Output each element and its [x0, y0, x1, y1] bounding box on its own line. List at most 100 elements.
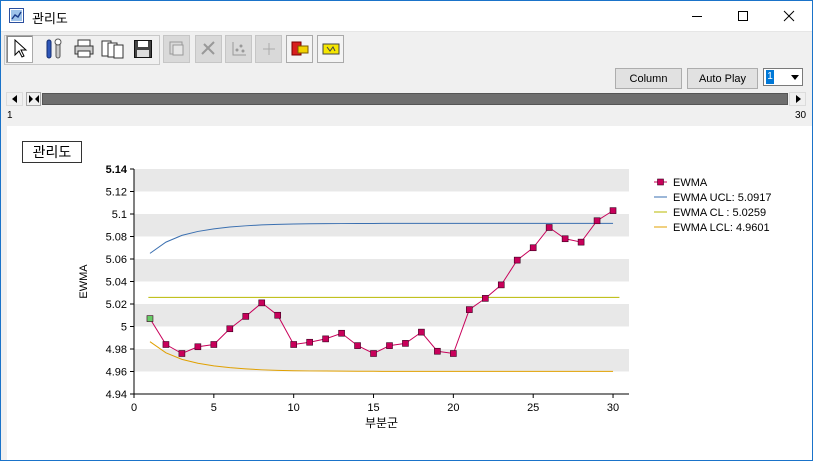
scatter-button[interactable]	[225, 35, 252, 63]
data-point	[561, 235, 569, 243]
data-point	[354, 342, 361, 349]
maximize-button[interactable]	[720, 1, 766, 31]
chevron-down-icon	[791, 75, 799, 80]
tools-icon	[46, 38, 61, 59]
y-tick-label: 4.96	[106, 367, 127, 379]
pointer-tool-button[interactable]	[6, 35, 33, 63]
settings-button[interactable]	[41, 35, 68, 63]
grid-band	[134, 304, 629, 327]
maximize-icon	[738, 11, 748, 21]
crosshair-button[interactable]	[255, 35, 282, 63]
y-tick-label: 5.14	[106, 164, 128, 176]
subgroup-scrollbar[interactable]	[6, 92, 807, 107]
combo-value: 1	[766, 70, 774, 84]
chart-title: 관리도	[22, 141, 82, 163]
y-tick-label: 4.98	[106, 344, 127, 356]
chart-options-button[interactable]	[163, 35, 190, 63]
control-chart: 4.94 4.96 4.98 5 5.02 5.04 5.06 5.08 5.1 5.12 5.14…	[78, 164, 771, 430]
data-point	[210, 341, 218, 348]
data-point	[338, 329, 345, 337]
data-point	[434, 347, 441, 355]
legend-label: EWMA UCL: 5.0917	[673, 192, 771, 204]
thumb-grip-icon	[28, 95, 39, 103]
scroll-thumb[interactable]	[26, 92, 41, 106]
y-tick-label: 5.12	[106, 187, 127, 199]
x-tick-label: 30	[607, 402, 619, 414]
close-button[interactable]	[766, 1, 812, 31]
series-line-3	[149, 341, 614, 372]
data-point	[322, 335, 329, 343]
data-point	[194, 343, 202, 351]
window-title: 관리도	[32, 12, 68, 27]
data-point	[466, 306, 473, 313]
column-button[interactable]: Column	[615, 68, 682, 89]
data-point	[513, 256, 521, 264]
data-point	[162, 341, 170, 348]
x-tick-label: 10	[288, 402, 300, 414]
x-tick-label: 15	[367, 402, 379, 414]
y-axis-label: EWMA	[78, 264, 90, 299]
grid-band	[134, 169, 629, 192]
data-point	[290, 341, 297, 348]
y-tick-label: 5.1	[112, 209, 127, 221]
x-tick-label: 20	[447, 402, 459, 414]
cursor-arrow-icon	[14, 39, 27, 58]
print-button[interactable]	[70, 35, 97, 63]
minimize-button[interactable]	[674, 1, 720, 31]
y-tick-label: 5.06	[106, 254, 127, 266]
y-tick-label: 5.08	[106, 232, 127, 244]
range-max-label: 30	[795, 110, 807, 121]
yellow-tag-icon	[322, 43, 339, 55]
data-point	[402, 340, 409, 347]
scroll-left-button[interactable]	[6, 92, 23, 106]
data-point	[370, 350, 377, 357]
subgroup-combo[interactable]: 1	[763, 68, 803, 86]
grid-band	[134, 259, 629, 282]
copy-icon	[101, 40, 123, 59]
printer-icon	[74, 39, 93, 58]
data-point	[450, 350, 457, 357]
data-point	[258, 299, 266, 307]
toolbar	[1, 32, 812, 68]
cut-button[interactable]	[195, 35, 222, 63]
data-point	[545, 224, 553, 231]
save-button[interactable]	[129, 35, 156, 63]
grid-band	[134, 214, 629, 237]
data-point	[178, 350, 186, 357]
chart-options-icon	[169, 41, 183, 56]
x-axis-label: 부분군	[365, 416, 398, 430]
yellow-marker-button[interactable]	[317, 35, 344, 63]
data-point	[418, 328, 425, 336]
grid-band	[134, 349, 629, 372]
chart-panel: 4.94 4.96 4.98 5 5.02 5.04 5.06 5.08 5.1 5.12 5.14…	[7, 126, 812, 460]
red-marker-button[interactable]	[286, 35, 313, 63]
red-tag-icon	[291, 41, 308, 56]
minimize-icon	[692, 16, 702, 17]
title-bar[interactable]: 관리도	[1, 1, 812, 32]
data-point	[386, 342, 393, 349]
auto-play-button[interactable]: Auto Play	[687, 68, 758, 89]
data-point	[146, 315, 154, 322]
arrow-left-icon	[11, 95, 17, 103]
x-tick-label: 0	[131, 402, 137, 414]
y-tick-label: 5.02	[106, 299, 127, 311]
data-point	[497, 281, 505, 289]
scatter-icon	[232, 42, 246, 56]
y-tick-label: 5	[121, 322, 127, 334]
y-tick-label: 5.04	[106, 277, 127, 289]
arrow-right-icon	[795, 95, 801, 103]
data-point	[481, 295, 489, 302]
crosshair-icon	[262, 43, 275, 55]
scroll-track[interactable]	[42, 93, 788, 105]
data-point	[242, 313, 250, 320]
x-tick-label: 5	[211, 402, 217, 414]
data-point	[226, 325, 234, 333]
scissors-icon	[200, 41, 215, 55]
data-point	[577, 238, 585, 246]
scroll-right-button[interactable]	[789, 92, 806, 106]
legend-label: EWMA LCL: 4.9601	[673, 222, 770, 234]
data-point	[609, 207, 617, 214]
copy-button[interactable]	[99, 35, 126, 63]
close-icon	[783, 10, 795, 22]
toolbar-group-main	[4, 35, 160, 65]
